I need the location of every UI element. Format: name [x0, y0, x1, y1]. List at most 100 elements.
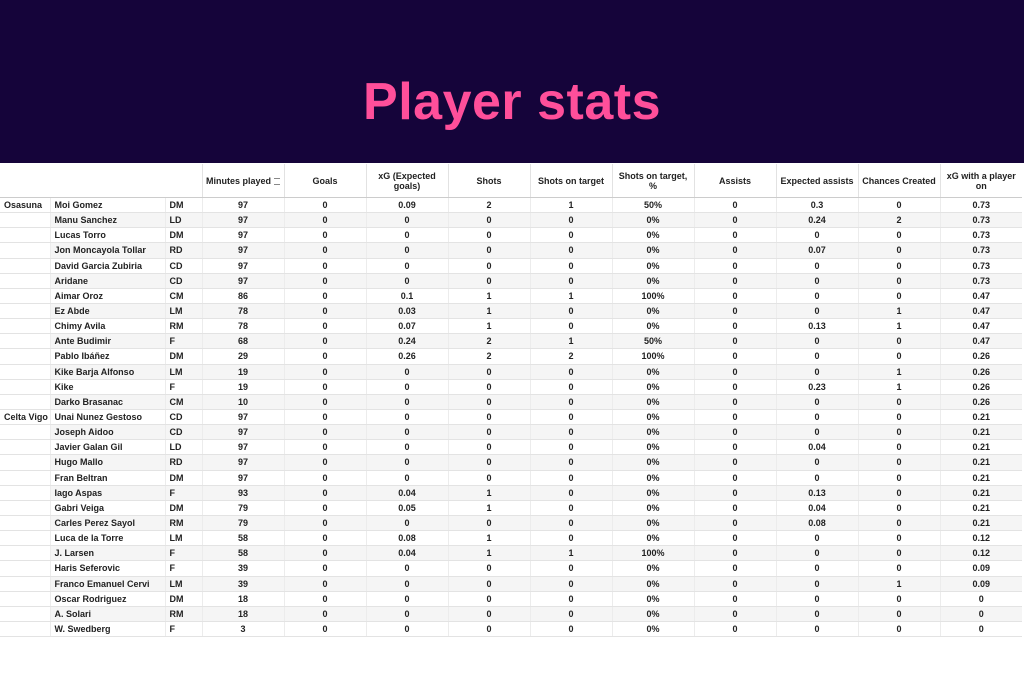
player-name: A. Solari	[49, 606, 165, 622]
stat-cell: 0	[283, 530, 366, 547]
position: LD	[164, 439, 202, 456]
stat-cell: 0	[283, 485, 366, 501]
stat-cell: 0.13	[775, 485, 858, 501]
stat-cell: 0	[775, 424, 858, 441]
stat-cell: 0	[775, 409, 858, 426]
stat-cell: 0.09	[939, 576, 1022, 592]
stat-cell: 1	[857, 379, 940, 395]
stat-cell: 0	[775, 576, 858, 592]
stat-cell: 0	[365, 424, 448, 441]
column-header: Shots on target	[529, 164, 612, 198]
stat-cell: 0	[529, 394, 612, 410]
team-cell: Osasuna	[0, 197, 50, 214]
player-name: Darko Brasanac	[49, 394, 165, 410]
stat-cell: 0	[447, 394, 530, 410]
stat-cell: 0	[447, 227, 530, 244]
stat-cell: 0	[365, 591, 448, 607]
stat-cell: 0%	[611, 439, 694, 456]
stat-cell: 0	[857, 394, 940, 410]
stat-cell: 0.07	[775, 242, 858, 259]
stat-cell: 1	[447, 303, 530, 320]
stat-cell: 0	[857, 621, 940, 638]
team-cell	[0, 379, 50, 395]
player-name: Haris Seferovic	[49, 560, 165, 577]
column-header: Shots	[447, 164, 530, 198]
stat-cell: 0	[857, 424, 940, 441]
stat-cell: 0	[775, 227, 858, 244]
stat-cell: 0	[857, 288, 940, 304]
player-row: Ez Abde LM 78 0 0.03 1 0 0% 0 0 1 0.47	[0, 303, 1022, 320]
stat-cell: 79	[201, 500, 284, 516]
page-title: Player stats	[363, 73, 661, 131]
stat-cell: 0	[693, 470, 776, 486]
stat-cell: 0	[529, 212, 612, 229]
player-row: Joseph Aidoo CD 97 0 0 0 0 0% 0 0 0 0.21	[0, 424, 1022, 441]
stat-cell: 0	[447, 364, 530, 380]
stat-cell: 0	[447, 470, 530, 486]
stat-cell: 0	[447, 454, 530, 471]
player-name: David Garcia Zubiria	[49, 258, 165, 274]
stat-cell: 0	[693, 197, 776, 214]
position: DM	[164, 500, 202, 516]
stat-cell: 0	[529, 500, 612, 516]
player-row: Oscar Rodriguez DM 18 0 0 0 0 0% 0 0 0 0	[0, 591, 1022, 607]
player-name: Kike Barja Alfonso	[49, 364, 165, 380]
position: LD	[164, 212, 202, 229]
team-cell	[0, 515, 50, 532]
stat-cell: 19	[201, 364, 284, 380]
stat-cell: 50%	[611, 333, 694, 350]
stat-cell: 0	[283, 606, 366, 622]
stat-cell: 0	[775, 545, 858, 562]
stat-cell: 19	[201, 379, 284, 395]
player-name: Oscar Rodriguez	[49, 591, 165, 607]
player-name: J. Larsen	[49, 545, 165, 562]
stat-cell: 0	[365, 606, 448, 622]
stat-cell: 0	[365, 394, 448, 410]
stat-cell: 0%	[611, 606, 694, 622]
stat-cell: 0	[529, 227, 612, 244]
player-name: Joseph Aidoo	[49, 424, 165, 441]
stat-cell: 0	[283, 439, 366, 456]
stat-cell: 0	[693, 485, 776, 501]
stat-cell: 0%	[611, 621, 694, 638]
stat-cell: 1	[447, 530, 530, 547]
player-row: Pablo Ibáñez DM 29 0 0.26 2 2 100% 0 0 0 0.26	[0, 348, 1022, 365]
stat-cell: 50%	[611, 197, 694, 214]
stat-cell: 1	[857, 303, 940, 320]
stat-cell: 0.12	[939, 530, 1022, 547]
stat-cell: 0	[529, 242, 612, 259]
stat-cell: 0	[283, 258, 366, 274]
team-cell	[0, 591, 50, 607]
stat-cell: 97	[201, 424, 284, 441]
stat-cell: 1	[529, 333, 612, 350]
team-cell	[0, 439, 50, 456]
stat-cell: 0	[857, 515, 940, 532]
stat-cell: 0	[857, 606, 940, 622]
stat-cell: 0	[693, 394, 776, 410]
stat-cell: 0.26	[939, 348, 1022, 365]
player-row: David Garcia Zubiria CD 97 0 0 0 0 0% 0 0 0 0.73	[0, 258, 1022, 274]
stat-cell: 1	[447, 485, 530, 501]
stat-cell: 0.47	[939, 303, 1022, 320]
stat-cell: 0	[693, 424, 776, 441]
stat-cell: 97	[201, 197, 284, 214]
stat-cell: 0	[283, 560, 366, 577]
stat-cell: 0	[857, 560, 940, 577]
stat-cell: 0	[283, 348, 366, 365]
position: CD	[164, 424, 202, 441]
player-name: Moi Gomez	[49, 197, 165, 214]
position: DM	[164, 470, 202, 486]
position: DM	[164, 197, 202, 214]
stat-cell: 0	[693, 576, 776, 592]
stat-cell: 0	[775, 348, 858, 365]
stat-cell: 0%	[611, 591, 694, 607]
stat-cell: 0.47	[939, 333, 1022, 350]
stat-cell: 0%	[611, 424, 694, 441]
position: CM	[164, 288, 202, 304]
position: LM	[164, 303, 202, 320]
stat-cell: 78	[201, 318, 284, 335]
stat-cell: 0.73	[939, 258, 1022, 274]
stat-cell: 0	[775, 470, 858, 486]
player-row: Luca de la Torre LM 58 0 0.08 1 0 0% 0 0 0 0.12	[0, 530, 1022, 547]
stat-cell: 0	[857, 530, 940, 547]
